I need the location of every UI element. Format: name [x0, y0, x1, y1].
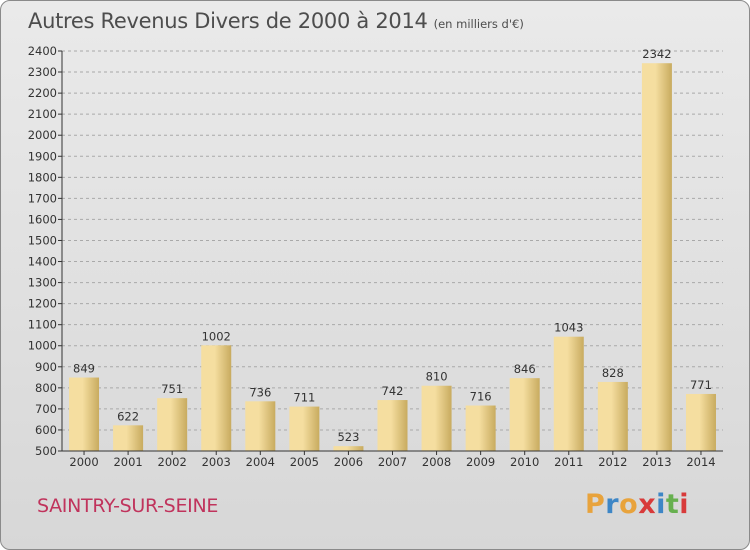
y-tick-label-500: 500	[35, 444, 57, 458]
bar-2010	[509, 378, 540, 451]
y-tick-label-2200: 2200	[28, 86, 57, 100]
value-label-2010: 846	[514, 362, 536, 376]
y-tick-label-1400: 1400	[28, 255, 57, 269]
y-tick-label-1300: 1300	[28, 276, 57, 290]
bar-2003	[201, 345, 232, 451]
x-tick-label-2006: 2006	[334, 455, 363, 469]
bar-2007	[377, 400, 408, 451]
chart-title: Autres Revenus Divers de 2000 à 2014 (en …	[28, 9, 524, 33]
x-tick-label-2001: 2001	[113, 455, 142, 469]
x-tick-label-2004: 2004	[246, 455, 275, 469]
bar-2014	[685, 393, 716, 451]
logo-letter: o	[619, 489, 639, 520]
x-tick-label-2008: 2008	[422, 455, 451, 469]
value-label-2002: 751	[161, 382, 183, 396]
logo-letter: i	[656, 489, 666, 520]
y-tick-label-2100: 2100	[28, 107, 57, 121]
chart-subtitle: (en milliers d'€)	[433, 17, 524, 31]
value-label-2014: 771	[690, 378, 712, 392]
y-tick-label-700: 700	[35, 402, 57, 416]
logo-letter: t	[665, 489, 680, 520]
logo-letter: x	[638, 489, 657, 520]
value-label-2007: 742	[382, 384, 404, 398]
x-tick-labels: 2000 2001 2002 2003 2004 2005 2006 2007 2008 2009…	[69, 451, 716, 469]
bar-2006	[333, 446, 364, 451]
x-tick-label-2014: 2014	[686, 455, 715, 469]
x-tick-label-2009: 2009	[466, 455, 495, 469]
x-tick-label-2013: 2013	[642, 455, 671, 469]
proxiti-logo: Proxiti	[585, 489, 689, 520]
value-label-2003: 1002	[202, 329, 231, 343]
bar-2001	[113, 425, 144, 451]
value-label-2000: 849	[73, 362, 95, 376]
value-label-2011: 1043	[554, 321, 583, 335]
bar-2012	[597, 381, 628, 451]
y-tick-label-2000: 2000	[28, 128, 57, 142]
y-tick-label-800: 800	[35, 381, 57, 395]
value-label-2012: 828	[602, 366, 624, 380]
y-tick-label-1900: 1900	[28, 149, 57, 163]
city-name: SAINTRY-SUR-SEINE	[37, 495, 219, 517]
bar-2002	[157, 398, 188, 451]
bar-2011	[553, 336, 584, 451]
value-label-2005: 711	[293, 391, 315, 405]
y-tick-label-1500: 1500	[28, 233, 57, 247]
x-tick-label-2005: 2005	[290, 455, 319, 469]
logo-letter: i	[679, 489, 690, 520]
y-tick-label-900: 900	[35, 360, 57, 374]
y-tick-label-2300: 2300	[28, 65, 57, 79]
y-tick-label-1200: 1200	[28, 297, 57, 311]
y-tick-labels: 500 600 700 800 900 1000 1100 1200 1300 1400 1500 1…	[28, 44, 57, 458]
bar-2005	[289, 406, 320, 451]
value-labels: 849 622 751 1002 736 711 523 742 810 716 846 1043 82…	[73, 47, 712, 444]
y-tick-label-1600: 1600	[28, 212, 57, 226]
bar-2004	[245, 401, 276, 451]
value-label-2008: 810	[426, 370, 448, 384]
x-tick-label-2000: 2000	[69, 455, 98, 469]
y-tick-label-1800: 1800	[28, 170, 57, 184]
x-tick-label-2010: 2010	[510, 455, 539, 469]
logo-letter: P	[585, 489, 606, 520]
bar-2009	[465, 405, 496, 451]
x-tick-label-2011: 2011	[554, 455, 583, 469]
x-tick-label-2007: 2007	[378, 455, 407, 469]
value-label-2006: 523	[337, 430, 359, 444]
y-tick-label-2400: 2400	[28, 44, 57, 58]
logo-letter: r	[605, 489, 620, 520]
value-label-2001: 622	[117, 409, 139, 423]
x-tick-label-2003: 2003	[202, 455, 231, 469]
y-tick-label-600: 600	[35, 423, 57, 437]
y-tick-label-1700: 1700	[28, 191, 57, 205]
value-label-2004: 736	[249, 385, 271, 399]
x-tick-label-2002: 2002	[158, 455, 187, 469]
bars	[69, 63, 716, 452]
title-text: Autres Revenus Divers de 2000 à 2014	[28, 9, 428, 33]
value-label-2009: 716	[470, 390, 492, 404]
value-label-2013: 2342	[642, 47, 671, 61]
bar-2013	[641, 63, 672, 452]
bar-2008	[421, 385, 452, 451]
bar-2000	[69, 377, 100, 451]
y-tick-label-1000: 1000	[28, 339, 57, 353]
x-tick-label-2012: 2012	[598, 455, 627, 469]
y-tick-label-1100: 1100	[28, 318, 57, 332]
